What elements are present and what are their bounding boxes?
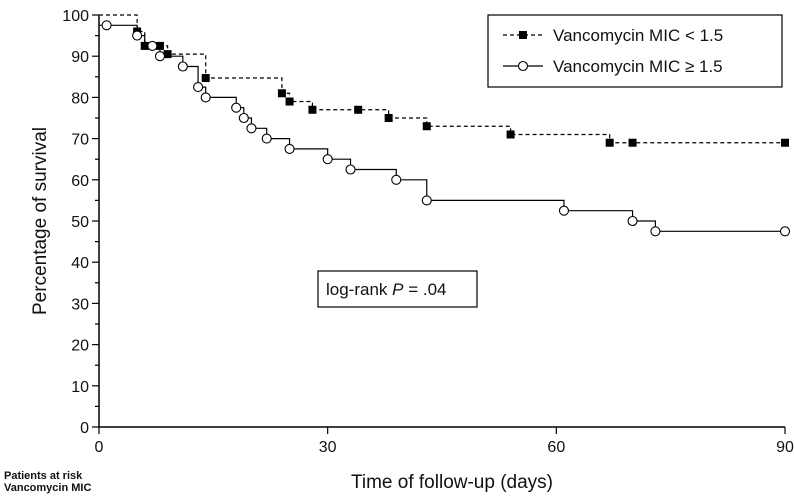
x-tick-label: 30 — [319, 439, 337, 456]
legend-label-1: Vancomycin MIC < 1.5 — [553, 26, 723, 45]
y-tick-label: 30 — [71, 296, 89, 313]
x-tick-label: 90 — [776, 439, 794, 456]
series-marker — [147, 40, 158, 51]
y-tick-label: 10 — [71, 379, 89, 396]
y-axis-title: Percentage of survival — [30, 127, 51, 315]
series-marker — [177, 61, 188, 72]
series-marker — [261, 133, 272, 144]
series-marker — [421, 195, 432, 206]
series-marker — [322, 154, 333, 165]
axes: 0 10 20 30 40 50 60 70 80 90 100 0 30 60 90 Time of fol… — [30, 8, 794, 493]
patients-at-risk-line1: Patients at risk — [4, 470, 83, 482]
series-marker — [132, 30, 143, 41]
series-marker — [605, 138, 614, 147]
series-marker — [163, 50, 172, 59]
series-marker — [193, 82, 204, 93]
series-marker — [627, 215, 638, 227]
y-tick-label: 20 — [71, 338, 89, 355]
annotation: log-rank P = .04 — [317, 270, 478, 308]
series-marker — [285, 97, 294, 106]
series-marker — [391, 174, 402, 185]
series-marker — [201, 74, 210, 83]
y-tick-label: 70 — [71, 132, 89, 149]
series-marker — [200, 92, 211, 103]
legend-label-2: Vancomycin MIC ≥ 1.5 — [553, 57, 723, 76]
series-2 — [99, 20, 791, 237]
series-marker — [308, 105, 317, 114]
x-tick-label: 60 — [547, 439, 565, 456]
series-marker — [422, 122, 431, 131]
legend-box — [487, 14, 783, 88]
y-tick-label: 0 — [80, 420, 89, 437]
legend: Vancomycin MIC < 1.5 Vancomycin MIC ≥ 1.5 — [487, 14, 783, 88]
series-marker — [246, 123, 257, 134]
series-marker — [779, 226, 791, 237]
legend-marker-1 — [519, 31, 527, 39]
series-marker — [238, 112, 249, 124]
patients-at-risk-label: Patients at risk Vancomycin MIC — [4, 470, 91, 494]
series-marker — [781, 138, 789, 147]
y-tick-label: 90 — [71, 49, 89, 66]
series-marker — [384, 114, 393, 122]
annotation-text: log-rank P = .04 — [326, 280, 447, 299]
series-marker — [354, 105, 363, 114]
series-layer — [99, 14, 791, 237]
series-marker — [154, 51, 166, 62]
y-tick-label: 60 — [71, 173, 89, 190]
y-tick-label: 80 — [71, 90, 89, 107]
series-marker — [558, 205, 570, 216]
x-axis-title: Time of follow-up (days) — [351, 472, 553, 493]
series-marker — [284, 143, 295, 154]
series-marker — [231, 102, 242, 113]
y-tick-label: 100 — [62, 8, 89, 25]
series-marker — [628, 138, 637, 147]
series-marker — [345, 164, 356, 175]
series-marker — [506, 130, 515, 139]
patients-at-risk-line2: Vancomycin MIC — [4, 482, 92, 494]
series-marker — [101, 20, 112, 31]
legend-marker-2 — [517, 60, 529, 72]
series-marker — [277, 89, 286, 98]
series-marker — [650, 226, 661, 237]
y-tick-label: 50 — [71, 214, 89, 231]
x-tick-label: 0 — [95, 439, 104, 456]
y-tick-label: 40 — [71, 255, 89, 272]
annotation-box — [317, 270, 478, 308]
